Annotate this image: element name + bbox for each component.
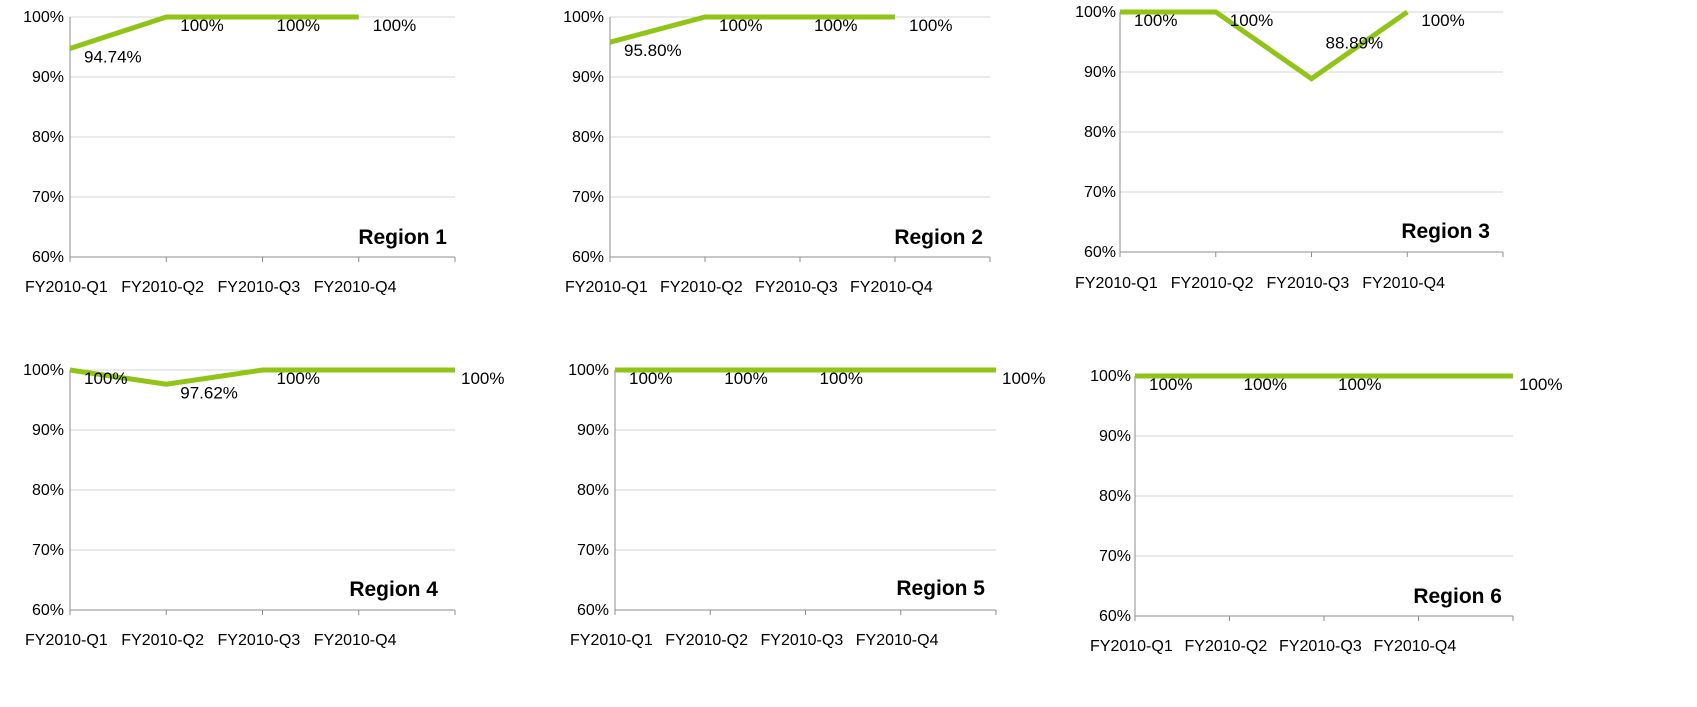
y-tick-label: 100% — [1075, 4, 1116, 21]
y-tick-label: 100% — [1090, 368, 1131, 385]
y-tick-label: 60% — [1099, 608, 1131, 625]
x-tick-label: FY2010-Q2 — [1185, 638, 1268, 655]
region-chart: 60% 70% 80% 90% 100% FY2010-Q1 FY2010-Q2 FY2010… — [1075, 4, 1504, 292]
y-tick-label: 70% — [577, 542, 609, 559]
series-line — [1120, 9, 1409, 82]
region-title: Region 6 — [1413, 585, 1502, 608]
y-tick-label: 80% — [32, 129, 64, 146]
region-chart: 60% 70% 80% 90% 100% FY2010-Q1 FY2010-Q2 FY2010… — [1090, 368, 1562, 655]
y-tick-label: 90% — [1099, 428, 1131, 445]
series-line — [609, 14, 895, 45]
data-label: 100% — [1149, 375, 1192, 394]
y-tick-label: 80% — [1084, 124, 1116, 141]
y-tick-label: 90% — [32, 422, 64, 439]
data-label: 100% — [1230, 11, 1273, 30]
x-tick-label: FY2010-Q2 — [665, 632, 748, 649]
y-tick-label: 100% — [568, 362, 609, 379]
y-tick-label: 70% — [572, 189, 604, 206]
x-tick-label: FY2010-Q2 — [121, 632, 204, 649]
data-label: 100% — [1002, 369, 1045, 388]
y-tick-label: 60% — [577, 602, 609, 619]
y-tick-label: 70% — [1099, 548, 1131, 565]
x-tick-label: FY2010-Q4 — [856, 632, 939, 649]
x-tick-label: FY2010-Q4 — [850, 279, 933, 296]
y-tick-label: 80% — [572, 129, 604, 146]
region-chart: 60% 70% 80% 90% 100% FY2010-Q1 FY2010-Q2 FY2010… — [23, 362, 504, 649]
region-title: Region 3 — [1401, 220, 1490, 243]
region-title: Region 2 — [894, 226, 983, 249]
y-tick-label: 90% — [577, 422, 609, 439]
x-tick-label: FY2010-Q2 — [660, 279, 743, 296]
data-label: 100% — [373, 16, 416, 35]
data-label: 100% — [277, 16, 320, 35]
x-tick-label: FY2010-Q1 — [570, 632, 653, 649]
data-label: 100% — [461, 369, 504, 388]
region-title: Region 5 — [896, 577, 985, 600]
data-label: 100% — [180, 16, 223, 35]
y-tick-label: 60% — [32, 249, 64, 266]
data-label: 100% — [820, 369, 863, 388]
y-tick-label: 90% — [572, 69, 604, 86]
data-label: 88.89% — [1326, 34, 1384, 53]
x-tick-label: FY2010-Q1 — [565, 279, 648, 296]
data-label: 100% — [1421, 11, 1464, 30]
x-tick-label: FY2010-Q4 — [1374, 638, 1457, 655]
x-tick-label: FY2010-Q3 — [1279, 638, 1362, 655]
data-label: 100% — [629, 369, 672, 388]
y-tick-label: 70% — [1084, 184, 1116, 201]
x-tick-label: FY2010-Q1 — [1075, 275, 1158, 292]
y-tick-label: 100% — [23, 362, 64, 379]
data-label: 95.80% — [624, 41, 682, 60]
series-line — [69, 14, 359, 51]
data-label: 100% — [84, 369, 127, 388]
data-label: 100% — [724, 369, 767, 388]
data-label: 100% — [814, 16, 857, 35]
y-tick-label: 60% — [32, 602, 64, 619]
x-tick-label: FY2010-Q4 — [314, 279, 397, 296]
region-chart: 60% 70% 80% 90% 100% FY2010-Q1 FY2010-Q2 FY2010… — [568, 362, 1045, 649]
region-title: Region 1 — [358, 226, 447, 249]
y-tick-label: 90% — [32, 69, 64, 86]
x-tick-label: FY2010-Q3 — [1267, 275, 1350, 292]
x-tick-label: FY2010-Q2 — [121, 279, 204, 296]
data-label: 100% — [1244, 375, 1287, 394]
region-chart: 60% 70% 80% 90% 100% FY2010-Q1 FY2010-Q2 FY2010… — [563, 9, 991, 296]
region-chart: 60% 70% 80% 90% 100% FY2010-Q1 FY2010-Q2 FY2010… — [23, 9, 456, 296]
x-tick-label: FY2010-Q3 — [755, 279, 838, 296]
x-tick-label: FY2010-Q3 — [761, 632, 844, 649]
x-tick-label: FY2010-Q1 — [25, 632, 108, 649]
y-tick-label: 60% — [1084, 244, 1116, 261]
y-tick-label: 60% — [572, 249, 604, 266]
x-tick-label: FY2010-Q3 — [218, 279, 301, 296]
y-tick-label: 100% — [23, 9, 64, 26]
y-tick-label: 90% — [1084, 64, 1116, 81]
y-tick-label: 80% — [32, 482, 64, 499]
y-tick-label: 80% — [1099, 488, 1131, 505]
series-line — [69, 367, 455, 387]
y-tick-label: 70% — [32, 189, 64, 206]
x-tick-label: FY2010-Q4 — [1362, 275, 1445, 292]
data-label: 100% — [719, 16, 762, 35]
data-label: 100% — [1338, 375, 1381, 394]
data-label: 100% — [1519, 375, 1562, 394]
x-tick-label: FY2010-Q2 — [1171, 275, 1254, 292]
data-label: 100% — [1134, 11, 1177, 30]
data-label: 100% — [277, 369, 320, 388]
x-tick-label: FY2010-Q4 — [314, 632, 397, 649]
x-tick-label: FY2010-Q1 — [1090, 638, 1173, 655]
x-tick-label: FY2010-Q1 — [25, 279, 108, 296]
region-title: Region 4 — [349, 578, 438, 601]
data-label: 97.62% — [180, 383, 238, 402]
x-tick-label: FY2010-Q3 — [218, 632, 301, 649]
data-label: 100% — [909, 16, 952, 35]
y-tick-label: 70% — [32, 542, 64, 559]
y-tick-label: 100% — [563, 9, 604, 26]
y-tick-label: 80% — [577, 482, 609, 499]
data-label: 94.74% — [84, 48, 142, 67]
